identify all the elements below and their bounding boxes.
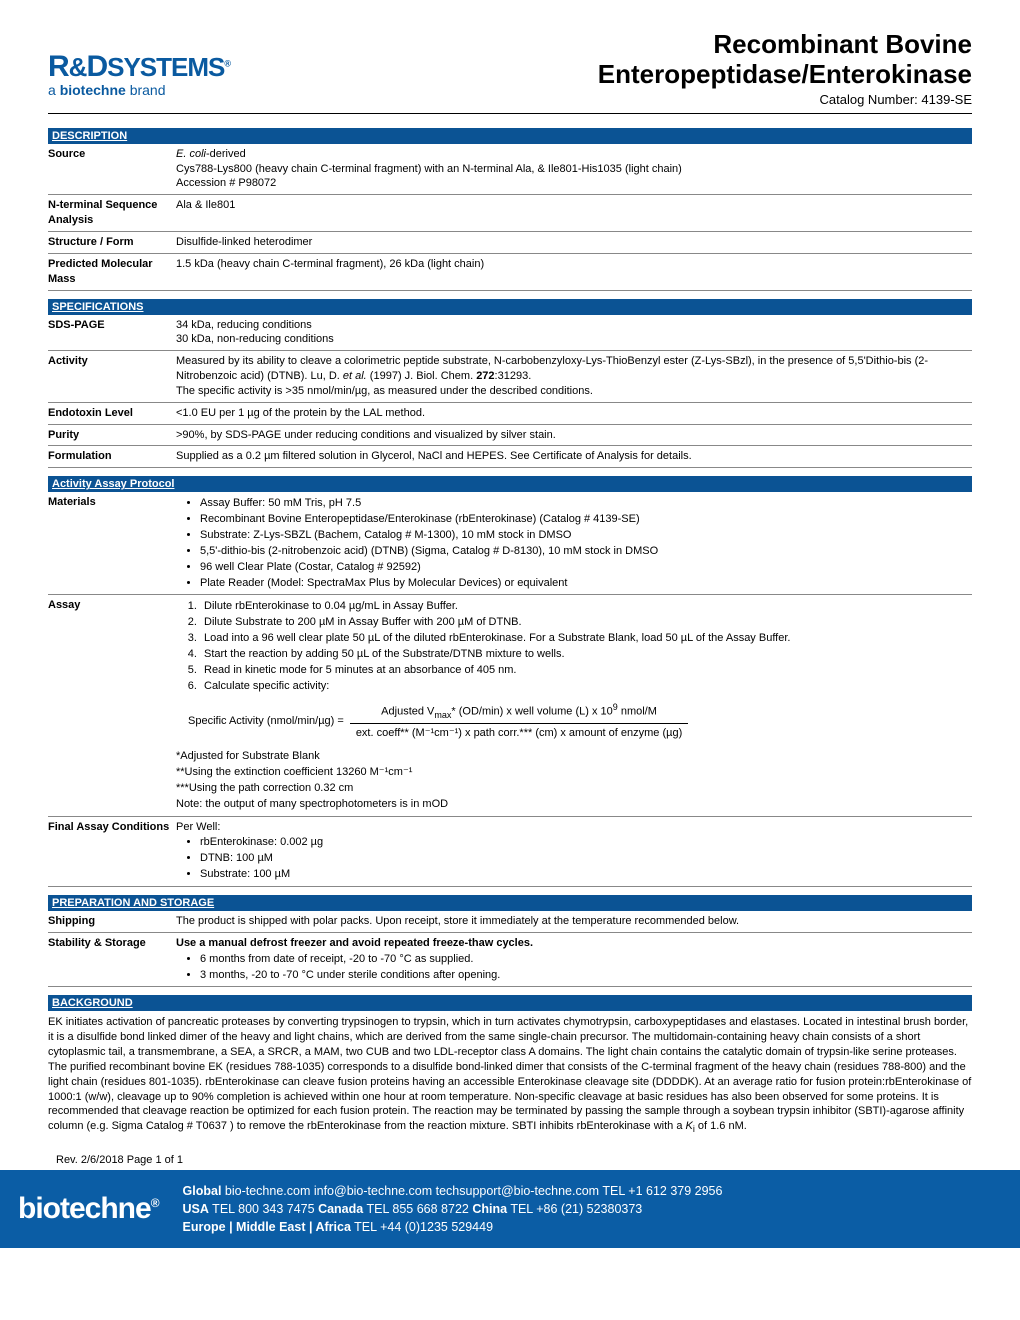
section-preparation: PREPARATION AND STORAGE <box>48 895 972 911</box>
list-item: Load into a 96 well clear plate 50 µL of… <box>200 631 970 646</box>
storage-value: Use a manual defrost freezer and avoid r… <box>176 932 972 987</box>
source-value: E. coli-derived Cys788-Lys800 (heavy cha… <box>176 144 972 195</box>
list-item: 5,5'-dithio-bis (2-nitrobenzoic acid) (D… <box>200 544 970 559</box>
logo-sub-post: brand <box>126 82 166 98</box>
formulation-value: Supplied as a 0.2 µm filtered solution i… <box>176 446 972 468</box>
formula-notes: *Adjusted for Substrate Blank **Using th… <box>176 749 970 811</box>
mass-label: Predicted Molecular Mass <box>48 253 176 290</box>
shipping-label: Shipping <box>48 911 176 932</box>
list-item: Dilute Substrate to 200 µM in Assay Buff… <box>200 615 970 630</box>
list-item: 3 months, -20 to -70 °C under sterile co… <box>200 968 970 983</box>
logo-r: R <box>48 50 69 83</box>
logo-sub-bold: biotechne <box>60 82 126 98</box>
endo-label: Endotoxin Level <box>48 402 176 424</box>
list-item: 96 well Clear Plate (Costar, Catalog # 9… <box>200 560 970 575</box>
background-text: EK initiates activation of pancreatic pr… <box>48 1011 972 1135</box>
list-item: Calculate specific activity: <box>200 679 970 694</box>
footer-contact: Global bio-techne.com info@bio-techne.co… <box>183 1182 723 1236</box>
logo-systems: SYSTEMS <box>107 52 224 82</box>
sds-label: SDS-PAGE <box>48 315 176 351</box>
formulation-label: Formulation <box>48 446 176 468</box>
title-line1: Recombinant Bovine <box>598 30 972 60</box>
purity-label: Purity <box>48 424 176 446</box>
list-item: Substrate: 100 µM <box>200 867 970 882</box>
section-specifications: SPECIFICATIONS <box>48 299 972 315</box>
activity-label: Activity <box>48 351 176 403</box>
source-label: Source <box>48 144 176 195</box>
final-value: Per Well: rbEnterokinase: 0.002 µgDTNB: … <box>176 816 972 886</box>
footer-logo: biotechne® <box>18 1192 159 1226</box>
protocol-table: Materials Assay Buffer: 50 mM Tris, pH 7… <box>48 492 972 887</box>
logo-sub-pre: a <box>48 82 60 98</box>
list-item: Start the reaction by adding 50 µL of th… <box>200 647 970 662</box>
page-header: R&DSYSTEMS® a biotechne brand Recombinan… <box>48 30 972 114</box>
materials-label: Materials <box>48 492 176 595</box>
section-protocol: Activity Assay Protocol <box>48 476 972 492</box>
list-item: Assay Buffer: 50 mM Tris, pH 7.5 <box>200 496 970 511</box>
assay-value: Dilute rbEnterokinase to 0.04 µg/mL in A… <box>176 595 972 816</box>
list-item: DTNB: 100 µM <box>200 851 970 866</box>
specifications-table: SDS-PAGE 34 kDa, reducing conditions 30 … <box>48 315 972 469</box>
assay-label: Assay <box>48 595 176 816</box>
revision: Rev. 2/6/2018 Page 1 of 1 <box>48 1154 972 1166</box>
sds-value: 34 kDa, reducing conditions 30 kDa, non-… <box>176 315 972 351</box>
list-item: Dilute rbEnterokinase to 0.04 µg/mL in A… <box>200 599 970 614</box>
struct-label: Structure / Form <box>48 232 176 254</box>
list-item: Recombinant Bovine Enteropeptidase/Enter… <box>200 512 970 527</box>
formula-fraction: Adjusted Vmax* (OD/min) x well volume (L… <box>350 701 688 741</box>
title-line2: Enteropeptidase/Enterokinase <box>598 60 972 90</box>
list-item: Substrate: Z-Lys-SBZL (Bachem, Catalog #… <box>200 528 970 543</box>
preparation-table: Shipping The product is shipped with pol… <box>48 911 972 987</box>
section-description: DESCRIPTION <box>48 128 972 144</box>
activity-value: Measured by its ability to cleave a colo… <box>176 351 972 403</box>
list-item: Read in kinetic mode for 5 minutes at an… <box>200 663 970 678</box>
storage-label: Stability & Storage <box>48 932 176 987</box>
nterm-label: N-terminal Sequence Analysis <box>48 195 176 232</box>
title-block: Recombinant Bovine Enteropeptidase/Enter… <box>598 30 972 107</box>
struct-value: Disulfide-linked heterodimer <box>176 232 972 254</box>
list-item: rbEnterokinase: 0.002 µg <box>200 835 970 850</box>
shipping-value: The product is shipped with polar packs.… <box>176 911 972 932</box>
logo: R&DSYSTEMS® a biotechne brand <box>48 30 230 98</box>
catalog-number: Catalog Number: 4139-SE <box>598 92 972 107</box>
mass-value: 1.5 kDa (heavy chain C-terminal fragment… <box>176 253 972 290</box>
footer: biotechne® Global bio-techne.com info@bi… <box>0 1170 1020 1248</box>
materials-value: Assay Buffer: 50 mM Tris, pH 7.5Recombin… <box>176 492 972 595</box>
endo-value: <1.0 EU per 1 µg of the protein by the L… <box>176 402 972 424</box>
section-background: BACKGROUND <box>48 995 972 1011</box>
logo-d: D <box>86 50 107 83</box>
list-item: 6 months from date of receipt, -20 to -7… <box>200 952 970 967</box>
nterm-value: Ala & Ile801 <box>176 195 972 232</box>
list-item: Plate Reader (Model: SpectraMax Plus by … <box>200 576 970 591</box>
purity-value: >90%, by SDS-PAGE under reducing conditi… <box>176 424 972 446</box>
final-label: Final Assay Conditions <box>48 816 176 886</box>
description-table: Source E. coli-derived Cys788-Lys800 (he… <box>48 144 972 291</box>
formula-lhs: Specific Activity (nmol/min/µg) = <box>188 714 344 729</box>
